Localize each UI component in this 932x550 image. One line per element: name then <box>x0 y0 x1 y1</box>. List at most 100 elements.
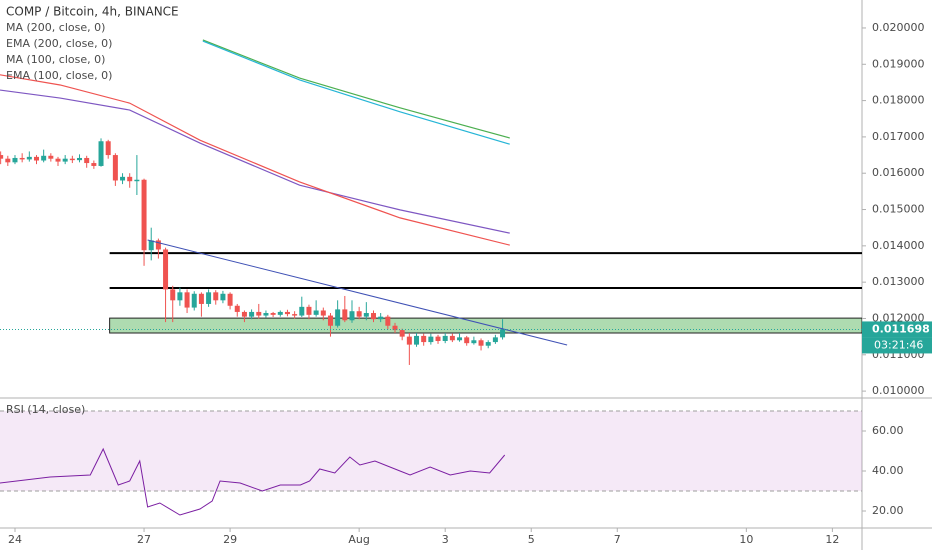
y-tick-label: 0.017000 <box>872 130 925 143</box>
candle-body <box>120 176 126 181</box>
candle-body <box>349 311 355 321</box>
candle-body <box>442 335 448 341</box>
zone <box>109 317 862 334</box>
x-tick-label: 5 <box>528 533 535 546</box>
candle-body <box>428 336 434 343</box>
x-tick-label: Aug <box>348 533 369 546</box>
candle-body <box>206 292 212 304</box>
y-tick-label: 20.00 <box>872 504 904 517</box>
candle-body <box>134 179 140 182</box>
rsi-band <box>0 411 862 491</box>
y-tick-label: 0.012000 <box>872 311 925 324</box>
candle-body <box>33 156 39 161</box>
candle-body <box>256 311 262 316</box>
candle-body <box>5 158 11 163</box>
candle-body <box>105 141 111 156</box>
y-tick-label: 40.00 <box>872 464 904 477</box>
candle-body <box>170 289 176 301</box>
candle-body <box>385 316 391 326</box>
candle-body <box>234 305 240 312</box>
candle-body <box>84 157 90 164</box>
x-tick-label: 24 <box>8 533 22 546</box>
ma-line <box>202 39 510 139</box>
chart-title: COMP / Bitcoin, 4h, BINANCE <box>6 5 179 19</box>
candle-body <box>392 325 398 331</box>
candle-body <box>163 249 169 290</box>
candle-body <box>356 311 362 317</box>
last-price-label: 0.011698 <box>872 322 930 335</box>
candle-body <box>26 156 32 160</box>
last-price-tag <box>862 321 932 338</box>
candle-body <box>299 306 305 316</box>
candle-body <box>155 240 161 250</box>
rsi-title: RSI (14, close) <box>6 403 85 416</box>
candle-body <box>292 314 298 316</box>
y-tick-label: 0.019000 <box>872 57 925 70</box>
y-tick-label: 0.013000 <box>872 275 925 288</box>
x-tick-label: 29 <box>223 533 237 546</box>
candle-body <box>492 337 498 343</box>
candle-body <box>406 336 412 345</box>
candle-body <box>263 313 269 316</box>
candle-body <box>370 313 376 320</box>
candle-body <box>19 157 25 160</box>
candle-body <box>12 157 18 163</box>
candle-body <box>270 313 276 315</box>
candle-body <box>62 158 68 162</box>
legend-entry: EMA (200, close, 0) <box>6 37 112 50</box>
legend-entry: EMA (100, close, 0) <box>6 69 112 82</box>
candle-body <box>184 292 190 308</box>
countdown-tag <box>862 337 932 354</box>
candle-body <box>313 310 319 315</box>
candle-body <box>91 163 97 166</box>
ma-line <box>202 40 510 145</box>
candle-body <box>98 141 104 166</box>
ma-line <box>0 89 510 234</box>
candle-body <box>177 292 183 301</box>
candle-body <box>48 155 54 159</box>
candle-body <box>414 335 420 345</box>
candle-body <box>327 315 333 326</box>
candle-body <box>399 330 405 337</box>
x-tick-label: 27 <box>137 533 151 546</box>
candle-body <box>320 310 326 316</box>
x-tick-label: 10 <box>739 533 753 546</box>
candle-body <box>335 309 341 326</box>
price-pane <box>0 39 862 365</box>
candle-body <box>464 337 470 344</box>
legend-entry: MA (100, close, 0) <box>6 53 105 66</box>
y-tick-label: 0.015000 <box>872 203 925 216</box>
candle-body <box>241 311 247 317</box>
candle-body <box>77 157 83 161</box>
x-tick-label: 12 <box>825 533 839 546</box>
countdown: 03:21:46 <box>874 338 923 351</box>
x-tick-label: 7 <box>614 533 621 546</box>
candle-body <box>478 340 484 346</box>
candle-body <box>435 336 441 341</box>
legend-entry: MA (200, close, 0) <box>6 21 105 34</box>
candle-body <box>69 158 75 161</box>
rsi-line <box>0 447 506 516</box>
candle-body <box>342 309 348 321</box>
candle-body <box>249 311 255 317</box>
y-tick-label: 0.014000 <box>872 239 925 252</box>
candle-body <box>449 335 455 341</box>
candle-body <box>471 340 477 344</box>
candle-body <box>378 316 384 320</box>
y-tick-label: 0.018000 <box>872 94 925 107</box>
y-tick-label: 60.00 <box>872 424 904 437</box>
y-tick-label: 0.020000 <box>872 21 925 34</box>
candle-body <box>284 311 290 315</box>
trendline <box>147 239 568 346</box>
candle-body <box>141 179 147 251</box>
candle-body <box>112 155 118 181</box>
candle-body <box>485 342 491 346</box>
candle-body <box>220 293 226 301</box>
y-tick-label: 0.016000 <box>872 166 925 179</box>
candle-body <box>198 293 204 304</box>
candle-body <box>500 329 506 338</box>
candle-body <box>457 337 463 341</box>
candle-body <box>306 306 312 315</box>
